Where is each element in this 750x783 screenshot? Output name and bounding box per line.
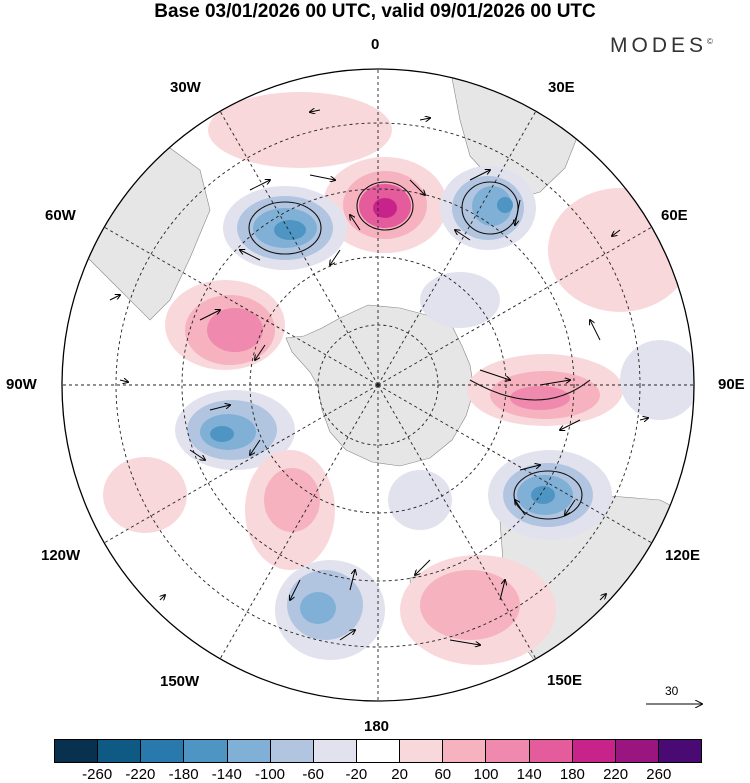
- lon-label-60e: 60E: [661, 207, 688, 224]
- colorbar-segment: [312, 740, 356, 762]
- colorbar-tick-label: -140: [211, 766, 242, 783]
- colorbar-segment: [657, 740, 702, 762]
- lon-label-120e: 120E: [665, 547, 701, 564]
- brand-logo: MODES©: [610, 34, 713, 58]
- lon-label-30w: 30W: [170, 79, 201, 96]
- colorbar-segment: [97, 740, 141, 762]
- lon-label-60w: 60W: [45, 207, 76, 224]
- lon-label-30e: 30E: [548, 79, 575, 96]
- lon-label-150e: 150E: [547, 672, 583, 689]
- colorbar-segment: [55, 740, 98, 762]
- colorbar-segment: [140, 740, 184, 762]
- colorbar-segment: [183, 740, 227, 762]
- colorbar-segment: [269, 740, 313, 762]
- colorbar-segment: [528, 740, 572, 762]
- lon-label-0: 0: [371, 36, 380, 53]
- lon-label-120w: 120W: [41, 547, 81, 564]
- colorbar-tick-label: -220: [125, 766, 156, 783]
- map-border: [61, 68, 695, 702]
- colorbar-segment: [399, 740, 443, 762]
- colorbar-tick-label: -260: [82, 766, 113, 783]
- colorbar-tick-label: 20: [391, 766, 408, 783]
- lon-label-90e: 90E: [718, 376, 745, 393]
- lon-label-180: 180: [364, 718, 390, 735]
- colorbar-tick-label: -100: [254, 766, 286, 783]
- graticule: [62, 69, 694, 701]
- colorbar-tick-label: 100: [473, 766, 499, 783]
- brand-mark: ©: [707, 37, 713, 46]
- brand-name: MODES: [610, 34, 708, 57]
- lon-label-90w: 90W: [6, 376, 37, 393]
- colorbar-tick-label: 180: [559, 766, 585, 783]
- colorbar-segment: [355, 740, 400, 762]
- reference-vector-label: 30: [665, 684, 679, 698]
- colorbar-tick-label: -20: [345, 766, 368, 783]
- colorbar-tick-label: -60: [302, 766, 325, 783]
- lon-label-150w: 150W: [160, 673, 200, 690]
- colorbar-segment: [614, 740, 658, 762]
- colorbar-segment: [485, 740, 529, 762]
- colorbar-segment: [442, 740, 486, 762]
- colorbar-tick-label: 220: [603, 766, 629, 783]
- wind-vectors: [109, 110, 648, 645]
- colorbar: [54, 739, 702, 763]
- colorbar-segment: [571, 740, 615, 762]
- colorbar-tick-label: 60: [434, 766, 452, 783]
- map-title: Base 03/01/2026 00 UTC, valid 09/01/2026…: [154, 1, 596, 22]
- colorbar-tick-label: 140: [516, 766, 542, 783]
- colorbar-tick-label: 260: [646, 766, 672, 783]
- colorbar-segment: [226, 740, 270, 762]
- colorbar-tick-label: -180: [168, 766, 199, 783]
